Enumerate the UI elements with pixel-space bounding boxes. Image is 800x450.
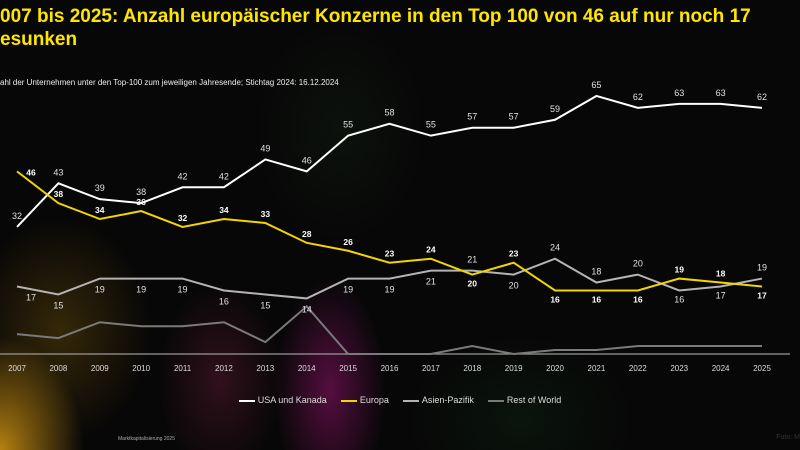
data-label: 19: [136, 285, 146, 295]
data-label: 43: [53, 167, 63, 177]
data-label: 17: [757, 291, 767, 301]
data-label: 38: [136, 187, 146, 197]
x-tick-label: 2009: [91, 364, 109, 373]
data-label: 34: [219, 205, 229, 215]
data-label: 63: [716, 88, 726, 98]
data-label: 39: [95, 183, 105, 193]
x-tick-label: 2018: [463, 364, 481, 373]
legend-swatch: [402, 399, 419, 402]
data-label: 15: [260, 300, 270, 310]
data-label: 19: [384, 285, 394, 295]
series-line-asien-pazifik: [16, 257, 763, 300]
data-label: 65: [591, 80, 601, 90]
data-label: 18: [716, 269, 726, 279]
data-label: 16: [550, 294, 560, 304]
data-label: 32: [12, 211, 22, 221]
data-label: 15: [53, 300, 63, 310]
x-tick-label: 2021: [588, 364, 606, 373]
data-label: 32: [178, 213, 188, 223]
legend-item: Europa: [340, 395, 389, 405]
x-tick-label: 2016: [381, 364, 399, 373]
x-tick-label: 2017: [422, 364, 440, 373]
data-label: 62: [633, 92, 643, 102]
x-tick-label: 2011: [174, 364, 192, 373]
footer-source: Marktkapitalisierung 2025: [118, 436, 175, 442]
photo-credit: Foto: M: [776, 434, 800, 441]
data-label: 42: [178, 171, 188, 181]
data-label: 24: [426, 245, 436, 255]
x-tick-label: 2010: [132, 364, 150, 373]
data-label: 57: [467, 112, 477, 122]
data-label: 21: [426, 277, 436, 287]
data-label: 36: [136, 197, 146, 207]
x-tick-label: 2025: [753, 364, 771, 373]
legend-label: Asien-Pazifik: [421, 395, 474, 405]
legend-label: Rest of World: [506, 395, 562, 405]
data-label: 17: [26, 293, 36, 303]
data-label: 33: [261, 209, 271, 219]
x-tick-label: 2019: [505, 364, 523, 373]
data-label: 24: [550, 243, 560, 253]
legend-swatch: [340, 399, 357, 402]
legend-label: Europa: [359, 395, 389, 405]
data-label: 19: [757, 263, 767, 273]
data-label: 55: [343, 120, 353, 130]
data-label: 59: [550, 104, 560, 114]
data-label: 16: [633, 294, 643, 304]
data-label: 16: [219, 296, 229, 306]
data-label: 34: [95, 205, 105, 215]
data-label: 18: [591, 267, 601, 277]
x-tick-label: 2014: [298, 364, 316, 373]
data-label: 55: [426, 120, 436, 130]
data-label: 20: [509, 281, 519, 291]
data-label: 23: [509, 249, 519, 259]
legend: USA und Kanada Europa Asien-Pazifik Rest of…: [0, 395, 800, 405]
data-label: 63: [674, 88, 684, 98]
x-tick-label: 2015: [339, 364, 357, 373]
series-line-rest-of-world: [16, 304, 762, 356]
legend-swatch: [238, 399, 255, 402]
x-tick-label: 2008: [49, 364, 67, 373]
data-label: 46: [26, 167, 36, 177]
data-label: 23: [385, 249, 395, 259]
data-label: 62: [757, 92, 767, 102]
chart-title: 007 bis 2025: Anzahl europäischer Konzer…: [0, 6, 751, 50]
x-tick-label: 2007: [8, 364, 26, 373]
data-label: 46: [302, 155, 312, 165]
x-tick-label: 2023: [670, 364, 688, 373]
legend-item: Asien-Pazifik: [402, 395, 474, 405]
data-label: 20: [468, 279, 478, 289]
data-label: 14: [302, 304, 312, 314]
data-label: 19: [343, 285, 353, 295]
data-label: 17: [716, 291, 726, 301]
data-label: 21: [467, 255, 477, 265]
x-tick-label: 2012: [215, 364, 233, 373]
data-label: 20: [633, 259, 643, 269]
x-tick-label: 2013: [256, 364, 274, 373]
x-tick-label: 2022: [629, 364, 647, 373]
legend-item: Rest of World: [487, 395, 562, 405]
series-line-usa-und-kanada: [16, 94, 763, 228]
data-label: 49: [260, 143, 270, 153]
data-label: 42: [219, 171, 229, 181]
data-label: 19: [95, 285, 105, 295]
legend-label: USA und Kanada: [257, 395, 327, 405]
series-line-europa: [16, 170, 763, 292]
legend-item: USA und Kanada: [238, 395, 327, 405]
data-label: 16: [592, 294, 602, 304]
data-label: 28: [302, 229, 312, 239]
data-label: 19: [674, 265, 684, 275]
data-label: 26: [343, 237, 353, 247]
data-label: 57: [509, 112, 519, 122]
x-tick-label: 2024: [712, 364, 730, 373]
data-label: 19: [178, 285, 188, 295]
x-tick-label: 2020: [546, 364, 564, 373]
data-label: 16: [674, 294, 684, 304]
legend-swatch: [487, 399, 504, 402]
data-label: 58: [384, 108, 394, 118]
chart-subtitle: ahl der Unternehmen unter den Top-100 zu…: [0, 78, 339, 87]
data-label: 38: [54, 189, 64, 199]
